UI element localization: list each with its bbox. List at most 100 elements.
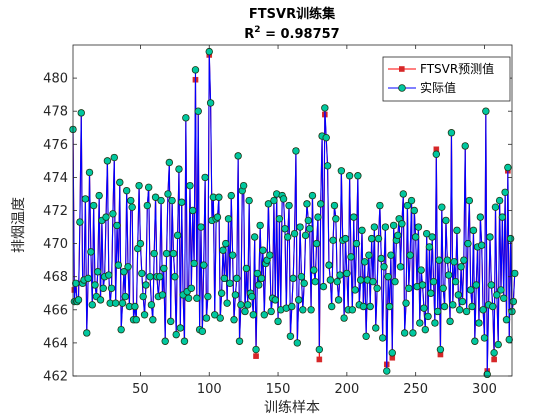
actual-point: [391, 277, 399, 286]
actual-point: [372, 324, 380, 332]
actual-point: [88, 301, 96, 309]
actual-point: [248, 292, 256, 301]
y-tick-label: 466: [43, 303, 68, 318]
actual-point: [328, 302, 336, 311]
actual-point: [443, 256, 452, 264]
actual-point: [128, 203, 136, 211]
actual-point: [292, 147, 300, 155]
actual-point: [418, 281, 427, 289]
actual-point: [444, 271, 453, 279]
actual-point: [135, 181, 143, 190]
actual-point: [307, 306, 315, 314]
actual-point: [164, 190, 172, 198]
actual-point: [194, 107, 202, 115]
actual-point: [72, 279, 80, 288]
actual-point: [168, 196, 176, 205]
actual-point: [325, 261, 333, 269]
actual-point: [388, 349, 396, 357]
actual-point: [189, 206, 197, 215]
actual-point: [361, 258, 369, 266]
actual-point: [205, 47, 213, 56]
actual-point: [399, 190, 407, 198]
actual-point: [271, 296, 279, 304]
actual-point: [215, 193, 223, 201]
actual-point: [165, 158, 174, 167]
actual-point: [84, 274, 92, 283]
actual-point: [506, 234, 515, 243]
actual-point: [465, 196, 474, 205]
actual-point: [289, 274, 297, 283]
x-tick-label: 250: [403, 382, 428, 397]
actual-point: [407, 196, 416, 205]
actual-point: [432, 150, 441, 158]
actual-point: [186, 181, 194, 190]
actual-point: [270, 196, 278, 205]
actual-point: [109, 210, 117, 218]
actual-point: [260, 311, 268, 319]
actual-point: [216, 314, 224, 322]
actual-point: [206, 99, 215, 107]
actual-point: [231, 291, 240, 299]
actual-point: [340, 314, 348, 322]
actual-point: [471, 337, 479, 345]
actual-point: [162, 249, 171, 258]
actual-point: [454, 291, 463, 299]
actual-point: [505, 335, 513, 344]
actual-point: [421, 325, 430, 334]
actual-point: [358, 226, 366, 235]
actual-point: [359, 302, 368, 311]
actual-point: [288, 302, 296, 311]
actual-point: [299, 306, 307, 314]
actual-point: [511, 269, 519, 278]
actual-point: [300, 279, 308, 288]
actual-point: [490, 349, 498, 357]
actual-point: [469, 226, 478, 235]
actual-point: [176, 324, 185, 332]
actual-point: [494, 340, 502, 349]
y-tick-label: 480: [43, 72, 68, 87]
actual-point: [352, 239, 361, 248]
actual-point: [394, 231, 402, 240]
legend-label: FTSVR预测值: [420, 61, 494, 76]
actual-point: [296, 223, 304, 231]
actual-point: [116, 178, 124, 187]
actual-point: [140, 311, 149, 319]
actual-point: [256, 221, 264, 230]
actual-point: [333, 277, 341, 286]
y-tick-label: 472: [43, 204, 68, 219]
y-tick-label: 462: [43, 370, 68, 385]
actual-point: [442, 216, 450, 225]
actual-point: [150, 249, 158, 258]
actual-point: [146, 273, 154, 281]
actual-point: [172, 330, 180, 339]
legend-label: 实际值: [420, 80, 456, 95]
actual-point: [323, 162, 332, 170]
actual-point: [87, 248, 95, 256]
y-tick-label: 464: [43, 336, 68, 351]
actual-point: [480, 334, 489, 342]
actual-point: [509, 297, 518, 306]
actual-point: [198, 327, 207, 336]
actual-point: [438, 203, 446, 211]
actual-point: [367, 234, 376, 243]
actual-point: [332, 215, 340, 223]
actual-point: [495, 196, 504, 205]
actual-point: [142, 281, 150, 289]
actual-point: [169, 249, 178, 258]
actual-point: [211, 311, 219, 319]
actual-point: [89, 201, 98, 210]
actual-point: [447, 129, 456, 137]
actual-point: [486, 233, 494, 241]
actual-point: [376, 201, 384, 210]
actual-point: [160, 264, 168, 273]
predicted-point: [491, 356, 497, 363]
actual-point: [264, 200, 273, 208]
actual-point: [103, 157, 112, 165]
actual-point: [334, 296, 343, 304]
actual-point: [250, 233, 259, 241]
actual-point: [356, 276, 365, 284]
actual-point: [223, 299, 231, 307]
actual-point: [417, 266, 425, 274]
actual-point: [326, 276, 335, 284]
legend-swatch-marker: [398, 84, 406, 92]
